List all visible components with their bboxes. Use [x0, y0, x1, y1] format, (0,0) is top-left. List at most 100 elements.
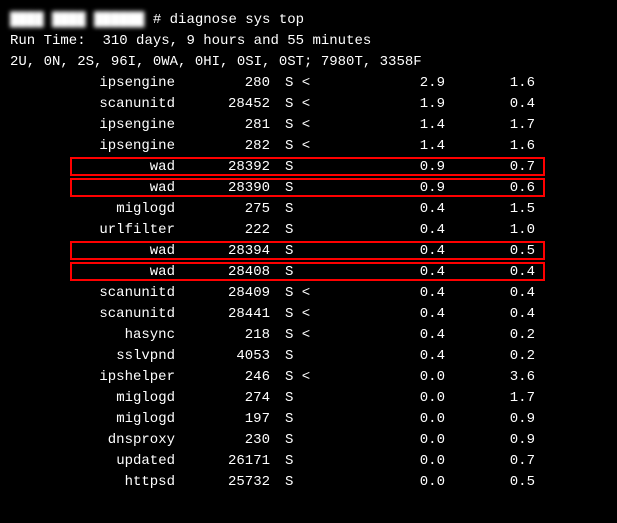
process-cpu: 1.4	[365, 115, 455, 136]
table-row: ipsengine280S <2.91.6	[10, 73, 607, 94]
process-pid: 274	[185, 388, 280, 409]
process-name: miglogd	[10, 409, 185, 430]
process-state: S	[280, 178, 365, 199]
runtime-label: Run Time:	[10, 33, 86, 49]
table-row: miglogd197S0.00.9	[10, 409, 607, 430]
table-row: miglogd274S0.01.7	[10, 388, 607, 409]
process-state: S	[280, 430, 365, 451]
prompt-host: ████ ████ ██████	[10, 12, 144, 28]
process-pid: 281	[185, 115, 280, 136]
process-name: miglogd	[10, 388, 185, 409]
process-state: S <	[280, 115, 365, 136]
process-cpu: 0.4	[365, 283, 455, 304]
process-pid: 275	[185, 199, 280, 220]
process-state: S	[280, 409, 365, 430]
runtime-value: 310 days, 9 hours and 55 minutes	[102, 33, 371, 49]
process-mem: 0.2	[455, 346, 545, 367]
process-cpu: 0.0	[365, 430, 455, 451]
process-mem: 0.4	[455, 283, 545, 304]
command-line: ████ ████ ██████ # diagnose sys top	[10, 10, 607, 31]
process-name: dnsproxy	[10, 430, 185, 451]
process-mem: 0.4	[455, 94, 545, 115]
process-pid: 197	[185, 409, 280, 430]
process-name: ipsengine	[10, 73, 185, 94]
process-pid: 28409	[185, 283, 280, 304]
process-name: updated	[10, 451, 185, 472]
process-name: urlfilter	[10, 220, 185, 241]
process-pid: 28441	[185, 304, 280, 325]
process-cpu: 0.0	[365, 472, 455, 493]
process-name: ipshelper	[10, 367, 185, 388]
process-cpu: 1.4	[365, 136, 455, 157]
process-mem: 1.6	[455, 73, 545, 94]
process-state: S	[280, 388, 365, 409]
table-row: wad28390S0.90.6	[10, 178, 607, 199]
process-mem: 0.5	[455, 241, 545, 262]
process-state: S	[280, 220, 365, 241]
process-pid: 222	[185, 220, 280, 241]
process-state: S <	[280, 136, 365, 157]
process-pid: 26171	[185, 451, 280, 472]
command-text: diagnose sys top	[170, 12, 304, 28]
process-mem: 1.7	[455, 388, 545, 409]
process-name: ipsengine	[10, 115, 185, 136]
process-name: wad	[10, 178, 185, 199]
process-name: wad	[10, 262, 185, 283]
table-row: ipsengine282S <1.41.6	[10, 136, 607, 157]
process-pid: 246	[185, 367, 280, 388]
process-mem: 1.7	[455, 115, 545, 136]
stats-line: 2U, 0N, 2S, 96I, 0WA, 0HI, 0SI, 0ST; 798…	[10, 52, 607, 73]
process-state: S	[280, 241, 365, 262]
process-state: S <	[280, 325, 365, 346]
table-row: scanunitd28452S <1.90.4	[10, 94, 607, 115]
process-state: S <	[280, 73, 365, 94]
process-name: scanunitd	[10, 94, 185, 115]
table-row: scanunitd28409S <0.40.4	[10, 283, 607, 304]
process-pid: 282	[185, 136, 280, 157]
process-cpu: 2.9	[365, 73, 455, 94]
process-pid: 28452	[185, 94, 280, 115]
process-pid: 28394	[185, 241, 280, 262]
process-cpu: 0.4	[365, 262, 455, 283]
process-state: S	[280, 346, 365, 367]
table-row: hasync218S <0.40.2	[10, 325, 607, 346]
process-name: httpsd	[10, 472, 185, 493]
process-name: wad	[10, 241, 185, 262]
process-mem: 0.7	[455, 157, 545, 178]
process-mem: 0.9	[455, 430, 545, 451]
process-state: S <	[280, 304, 365, 325]
process-state: S <	[280, 94, 365, 115]
process-cpu: 0.4	[365, 220, 455, 241]
process-pid: 218	[185, 325, 280, 346]
table-row: wad28394S0.40.5	[10, 241, 607, 262]
process-cpu: 0.9	[365, 157, 455, 178]
process-cpu: 0.4	[365, 199, 455, 220]
prompt-symbol: #	[153, 12, 161, 28]
process-mem: 1.0	[455, 220, 545, 241]
process-mem: 1.6	[455, 136, 545, 157]
process-table: ipsengine280S <2.91.6scanunitd28452S <1.…	[10, 73, 607, 493]
process-state: S	[280, 472, 365, 493]
process-cpu: 0.9	[365, 178, 455, 199]
process-name: sslvpnd	[10, 346, 185, 367]
process-mem: 0.4	[455, 262, 545, 283]
table-row: ipsengine281S <1.41.7	[10, 115, 607, 136]
runtime-line: Run Time: 310 days, 9 hours and 55 minut…	[10, 31, 607, 52]
process-pid: 230	[185, 430, 280, 451]
process-pid: 28408	[185, 262, 280, 283]
process-mem: 1.5	[455, 199, 545, 220]
process-state: S	[280, 157, 365, 178]
process-name: scanunitd	[10, 304, 185, 325]
process-cpu: 0.4	[365, 346, 455, 367]
table-row: dnsproxy230S0.00.9	[10, 430, 607, 451]
table-row: scanunitd28441S <0.40.4	[10, 304, 607, 325]
process-state: S	[280, 199, 365, 220]
table-row: sslvpnd4053S0.40.2	[10, 346, 607, 367]
process-cpu: 0.0	[365, 451, 455, 472]
process-name: wad	[10, 157, 185, 178]
table-row: wad28408S0.40.4	[10, 262, 607, 283]
process-name: miglogd	[10, 199, 185, 220]
table-row: updated26171S0.00.7	[10, 451, 607, 472]
table-row: urlfilter222S0.41.0	[10, 220, 607, 241]
process-mem: 0.2	[455, 325, 545, 346]
